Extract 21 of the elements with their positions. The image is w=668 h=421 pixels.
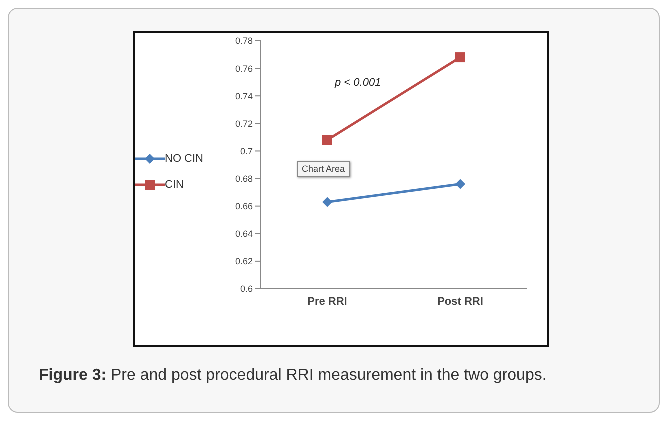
x-tick-label: Post RRI [438,296,484,308]
legend-label: CIN [165,179,184,191]
y-tick-label: 0.76 [235,64,253,74]
point [456,179,466,190]
legend-label: NO CIN [165,153,204,165]
annotation: p < 0.001 [335,77,382,89]
y-tick-label: 0.66 [235,202,253,212]
tooltip-box: Chart Area [297,161,350,177]
y-tick-label: 0.6 [240,284,253,294]
y-tick-label: 0.68 [235,174,253,184]
y-tick-label: 0.78 [235,36,253,46]
y-tick-label: 0.74 [235,91,253,102]
point [322,135,332,146]
x-tick-label: Pre RRI [308,296,348,308]
y-tick-label: 0.64 [235,229,253,240]
y-tick-label: 0.7 [240,146,253,156]
caption: Figure 3: Pre and post procedural RRI measurement in the two groups. [39,367,547,384]
y-tick-label: 0.62 [235,256,253,267]
point [456,52,466,63]
y-tick-label: 0.72 [235,118,253,129]
point [322,197,332,208]
